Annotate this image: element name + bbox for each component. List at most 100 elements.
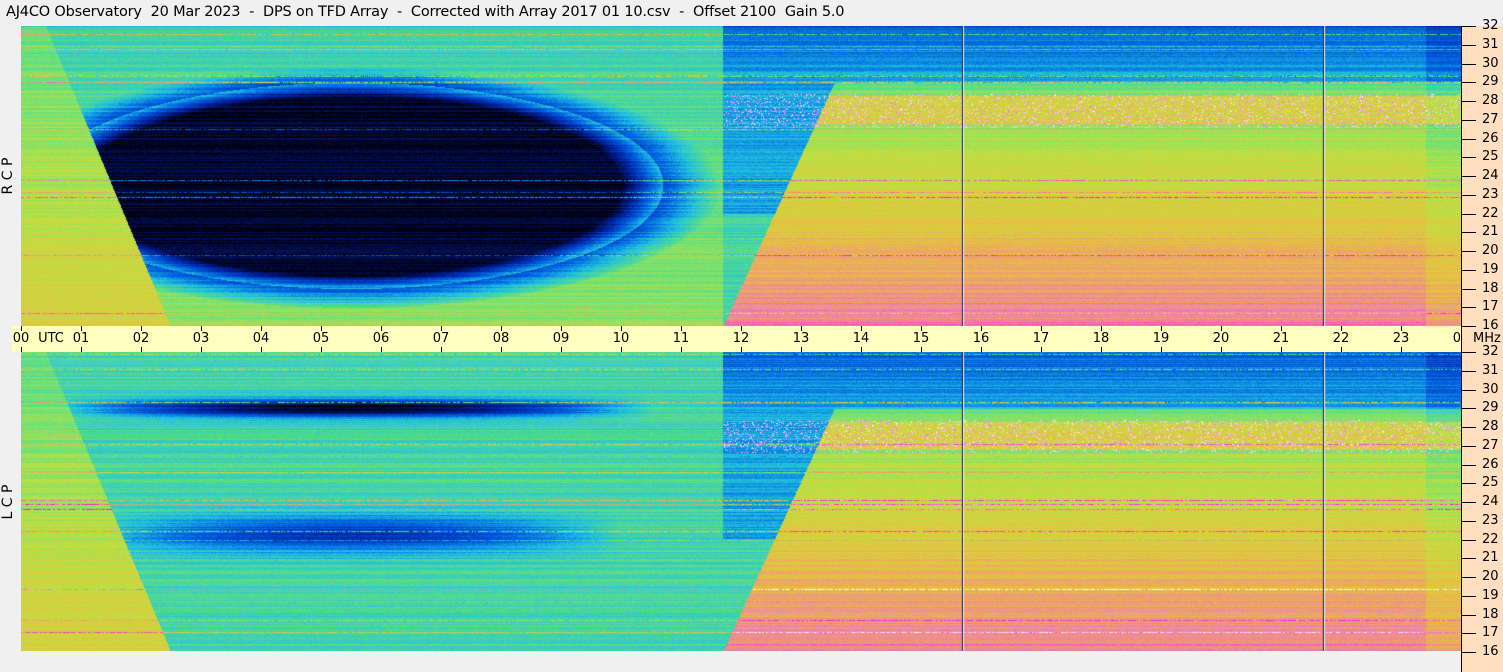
frequency-tick-label: 28 <box>1482 419 1499 434</box>
frequency-tick-label: 21 <box>1482 224 1499 240</box>
time-tick <box>801 347 802 352</box>
time-tick-label: 21 <box>1272 331 1290 346</box>
frequency-tick <box>1462 269 1476 271</box>
time-tick <box>1221 326 1222 331</box>
time-tick <box>801 326 802 331</box>
time-tick <box>1161 326 1162 331</box>
time-tick <box>981 326 982 331</box>
time-tick <box>741 326 742 331</box>
frequency-axis: 16 17 18 19 20 21 22 23 24 25 26 27 28 29 30 31 32 16 17 18… <box>1461 19 1503 672</box>
frequency-tick <box>1462 326 1476 327</box>
frequency-tick <box>1462 232 1476 234</box>
frequency-tick-label: 18 <box>1482 280 1499 296</box>
frequency-tick <box>1462 558 1476 560</box>
frequency-tick <box>1462 595 1476 597</box>
frequency-tick <box>1462 577 1476 578</box>
frequency-tick-label: 27 <box>1482 111 1499 127</box>
frequency-tick-label: 17 <box>1482 299 1499 315</box>
frequency-tick <box>1462 44 1476 46</box>
time-tick <box>1041 347 1042 352</box>
frequency-tick-label: 30 <box>1482 381 1499 397</box>
time-tick <box>741 347 742 352</box>
frequency-tick-label: 21 <box>1482 550 1499 566</box>
time-tick <box>201 326 202 331</box>
frequency-tick-label: 18 <box>1482 606 1499 622</box>
frequency-tick <box>1462 194 1476 196</box>
time-tick-label: 16 <box>972 331 990 346</box>
frequency-tick-label: 16 <box>1482 644 1499 659</box>
panel-label-lcp: L C P <box>0 484 16 520</box>
frequency-tick <box>1462 157 1476 159</box>
frequency-tick <box>1462 63 1476 65</box>
frequency-tick <box>1462 119 1476 121</box>
frequency-tick <box>1462 26 1476 27</box>
time-tick-label: 10 <box>612 331 630 346</box>
frequency-tick-label: 20 <box>1482 243 1499 258</box>
frequency-tick <box>1462 101 1476 102</box>
time-tick <box>681 326 682 331</box>
time-tick-label: 12 <box>732 331 750 346</box>
time-tick-label: 13 <box>792 331 810 346</box>
frequency-tick <box>1462 408 1476 410</box>
time-tick-label: 00 <box>12 331 30 346</box>
time-tick <box>681 347 682 352</box>
time-tick-label: 09 <box>552 331 570 346</box>
frequency-tick-label: 29 <box>1482 400 1499 416</box>
time-tick-label: 20 <box>1212 331 1230 346</box>
frequency-tick <box>1462 82 1476 84</box>
time-tick <box>441 326 442 331</box>
time-tick-label: 14 <box>852 331 870 346</box>
time-tick <box>381 347 382 352</box>
time-tick <box>1221 347 1222 352</box>
time-tick <box>1341 347 1342 352</box>
frequency-tick <box>1462 251 1476 252</box>
frequency-tick <box>1462 502 1476 503</box>
time-tick <box>201 347 202 352</box>
time-tick <box>141 347 142 352</box>
frequency-tick-label: 31 <box>1482 362 1499 378</box>
time-tick <box>501 347 502 352</box>
spectrogram-rcp <box>21 26 1461 326</box>
time-tick <box>321 326 322 331</box>
frequency-tick <box>1462 445 1476 447</box>
time-tick <box>1041 326 1042 331</box>
time-tick <box>561 326 562 331</box>
time-tick <box>81 347 82 352</box>
time-tick <box>1341 326 1342 331</box>
frequency-tick-label: 19 <box>1482 261 1499 277</box>
frequency-tick-label: 23 <box>1482 186 1499 202</box>
frequency-tick <box>1462 138 1476 140</box>
frequency-tick <box>1462 352 1476 353</box>
time-tick <box>921 326 922 331</box>
time-tick-label: 18 <box>1092 331 1110 346</box>
time-tick-label: 17 <box>1032 331 1050 346</box>
frequency-tick-label: 17 <box>1482 625 1499 641</box>
frequency-tick <box>1462 288 1476 290</box>
time-tick <box>261 326 262 331</box>
time-tick-label: 07 <box>432 331 450 346</box>
time-tick <box>621 326 622 331</box>
frequency-tick-label: 24 <box>1482 168 1499 183</box>
frequency-tick <box>1462 370 1476 372</box>
frequency-tick <box>1462 464 1476 466</box>
frequency-tick <box>1462 307 1476 309</box>
time-tick-label: 05 <box>312 331 330 346</box>
frequency-tick <box>1462 213 1476 215</box>
time-tick-label: 11 <box>672 331 690 346</box>
frequency-tick-label: 22 <box>1482 205 1499 221</box>
frequency-tick-label: 26 <box>1482 130 1499 146</box>
frequency-tick <box>1462 176 1476 177</box>
frequency-tick-label: 26 <box>1482 456 1499 472</box>
time-tick <box>141 326 142 331</box>
time-tick <box>921 347 922 352</box>
time-tick-label: 01 <box>72 331 90 346</box>
frequency-tick <box>1462 614 1476 616</box>
frequency-tick <box>1462 539 1476 541</box>
frequency-tick-label: 28 <box>1482 93 1499 108</box>
time-axis: 00 01 02 03 04 05 06 07 08 09 10 11 12 13 14 15 16 17 18 19… <box>12 326 1469 352</box>
time-tick-label: 08 <box>492 331 510 346</box>
time-tick <box>1401 347 1402 352</box>
time-tick <box>1401 326 1402 331</box>
frequency-tick <box>1462 520 1476 522</box>
time-tick <box>321 347 322 352</box>
